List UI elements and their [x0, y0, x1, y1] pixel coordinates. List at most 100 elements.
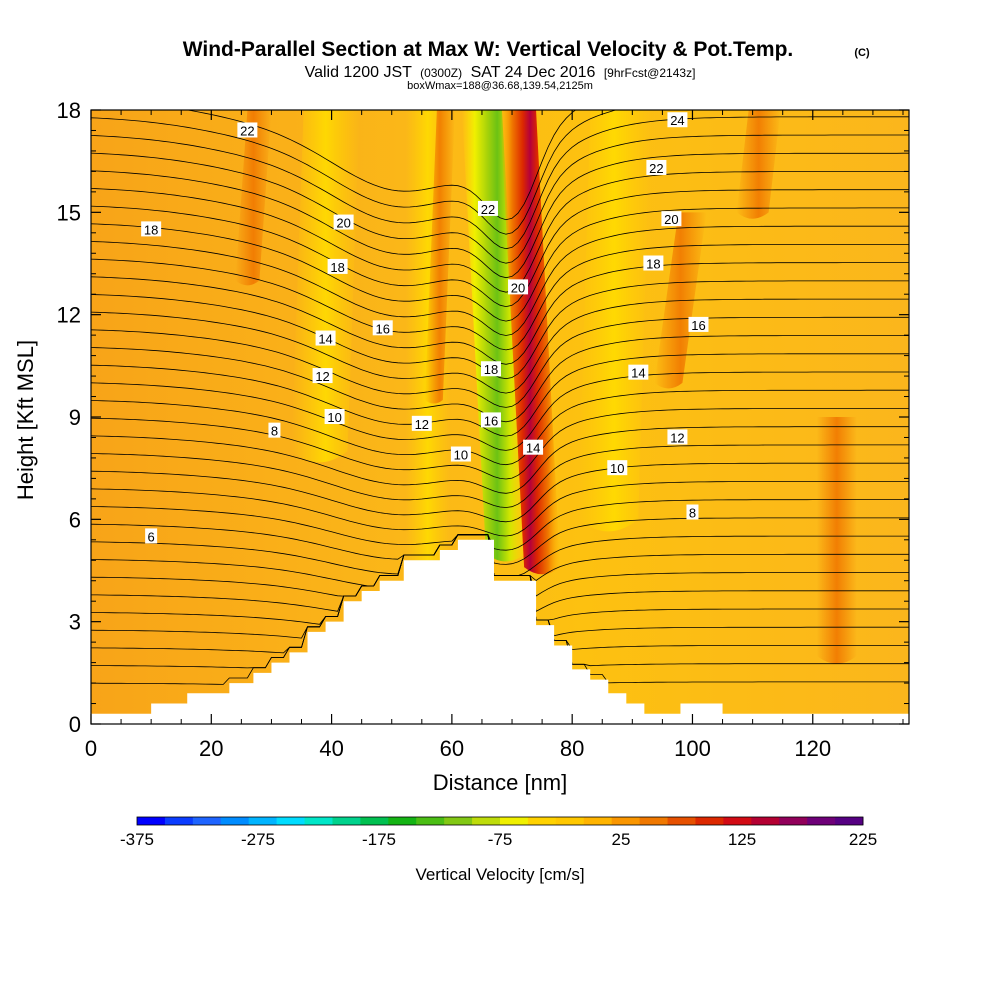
- theta-label-5: 14: [315, 330, 336, 347]
- colorbar-swatch: [248, 817, 278, 825]
- theta-label-bg: [686, 504, 699, 520]
- theta-label-bg: [643, 255, 664, 271]
- theta-label-text: 16: [375, 321, 389, 336]
- colorbar-swatch: [276, 817, 305, 825]
- theta-label-bg: [480, 412, 501, 428]
- theta-label-10: 22: [477, 200, 498, 217]
- theta-contour-12: [91, 462, 909, 523]
- theta-label-text: 14: [526, 441, 540, 456]
- valid-date: SAT 24 Dec 2016: [471, 64, 596, 81]
- theta-label-text: 20: [511, 280, 525, 295]
- theta-label-text: 22: [481, 202, 495, 217]
- colorbar-tick-label: -275: [241, 830, 275, 849]
- x-axis-label: Distance [nm]: [433, 770, 568, 795]
- theta-label-bg: [315, 330, 336, 346]
- theta-contour-21: [91, 298, 909, 394]
- theta-contour-32: [91, 110, 618, 235]
- theta-label-text: 18: [484, 362, 498, 377]
- colorbar-title: Vertical Velocity [cm/s]: [415, 865, 584, 884]
- theta-label-text: 20: [664, 212, 678, 227]
- orange-streak-1: [235, 110, 272, 286]
- theta-label-bg: [333, 214, 354, 230]
- forecast-info: [9hrFcst@2143z]: [604, 66, 696, 80]
- theta-label-4: 16: [372, 320, 393, 336]
- theta-label-text: 18: [330, 260, 344, 275]
- theta-label-bg: [237, 122, 258, 138]
- theta-label-text: 12: [315, 369, 329, 384]
- theta-contour-30: [91, 134, 909, 264]
- theta-label-18: 22: [646, 159, 667, 176]
- theta-contour-28: [91, 171, 909, 293]
- theta-label-25: 8: [686, 504, 699, 521]
- colorbar-swatch: [220, 817, 250, 825]
- colorbar-swatch: [304, 817, 333, 825]
- theta-label-bg: [523, 439, 544, 455]
- x-tick-label: 100: [674, 736, 711, 761]
- y-axis-label: Height [Kft MSL]: [13, 340, 38, 500]
- theta-contour-25: [91, 225, 909, 336]
- theta-label-text: 14: [631, 366, 645, 381]
- theta-contour-31: [91, 116, 909, 250]
- theta-label-bg: [508, 279, 529, 295]
- colorbar-swatch: [835, 817, 864, 825]
- theta-contour-27: [91, 189, 909, 308]
- colorbar-tick-label: -375: [120, 830, 154, 849]
- theta-contour-11: [91, 480, 909, 537]
- y-tick-label: 9: [69, 405, 81, 430]
- theta-contour-18: [91, 353, 909, 437]
- colorbar-swatch: [583, 817, 613, 825]
- theta-label-bg: [667, 429, 688, 445]
- theta-label-text: 10: [454, 448, 468, 463]
- velocity-field: [235, 110, 857, 664]
- theta-label-24: 10: [607, 460, 628, 476]
- theta-label-bg: [411, 415, 432, 431]
- colorbar-swatch: [416, 817, 445, 825]
- y-tick-label: 12: [57, 303, 81, 328]
- theta-label-text: 12: [415, 417, 429, 432]
- theta-label-bg: [628, 364, 649, 380]
- colorbar-swatch: [779, 817, 808, 825]
- colorbar-swatch: [667, 817, 696, 825]
- theta-contour-15: [91, 408, 909, 480]
- colorbar-swatch: [164, 817, 194, 825]
- svg-text:Wind-Parallel Section at Max W: Wind-Parallel Section at Max W: Vertical…: [183, 38, 794, 61]
- theta-label-bg: [145, 528, 158, 544]
- colorbar-swatch: [360, 817, 389, 825]
- theta-label-12: 18: [480, 361, 501, 377]
- theta-label-text: 10: [327, 410, 341, 425]
- theta-contour-17: [91, 371, 909, 451]
- theta-label-3: 18: [327, 258, 348, 275]
- theta-label-13: 16: [480, 412, 501, 428]
- theta-label-11: 20: [508, 279, 529, 295]
- theta-contour-24: [91, 243, 909, 351]
- theta-label-15: 12: [411, 415, 432, 432]
- colorbar-swatch: [472, 817, 501, 825]
- theta-label-bg: [646, 159, 667, 175]
- colorbar-swatch: [192, 817, 222, 825]
- theta-label-bg: [268, 422, 281, 438]
- terrain: [91, 539, 909, 724]
- theta-label-text: 16: [484, 413, 498, 428]
- theta-label-text: 6: [148, 529, 155, 544]
- weak-updraft-zone-west: [291, 110, 360, 463]
- theta-label-6: 12: [312, 368, 333, 384]
- x-tick-label: 60: [440, 736, 464, 761]
- copyright-mark: (C): [854, 47, 870, 59]
- weak-updraft-zone-east: [578, 110, 651, 532]
- theta-contour-33: [185, 110, 577, 221]
- theta-label-bg: [607, 460, 628, 476]
- theta-label-bg: [141, 221, 162, 237]
- theta-label-text: 10: [610, 461, 624, 476]
- theta-contour-9: [91, 517, 909, 565]
- x-tick-label: 40: [319, 736, 343, 761]
- colorbar-tick-label: -175: [362, 830, 396, 849]
- orange-streak-3: [736, 110, 781, 219]
- orange-streak-5: [816, 417, 857, 664]
- colorbar-tick-label: 125: [728, 830, 756, 849]
- x-tick-label: 20: [199, 736, 223, 761]
- colorbar-swatch: [695, 817, 724, 825]
- theta-label-text: 12: [670, 430, 684, 445]
- theta-label-17: 24: [667, 112, 688, 128]
- colorbar-swatch: [555, 817, 585, 825]
